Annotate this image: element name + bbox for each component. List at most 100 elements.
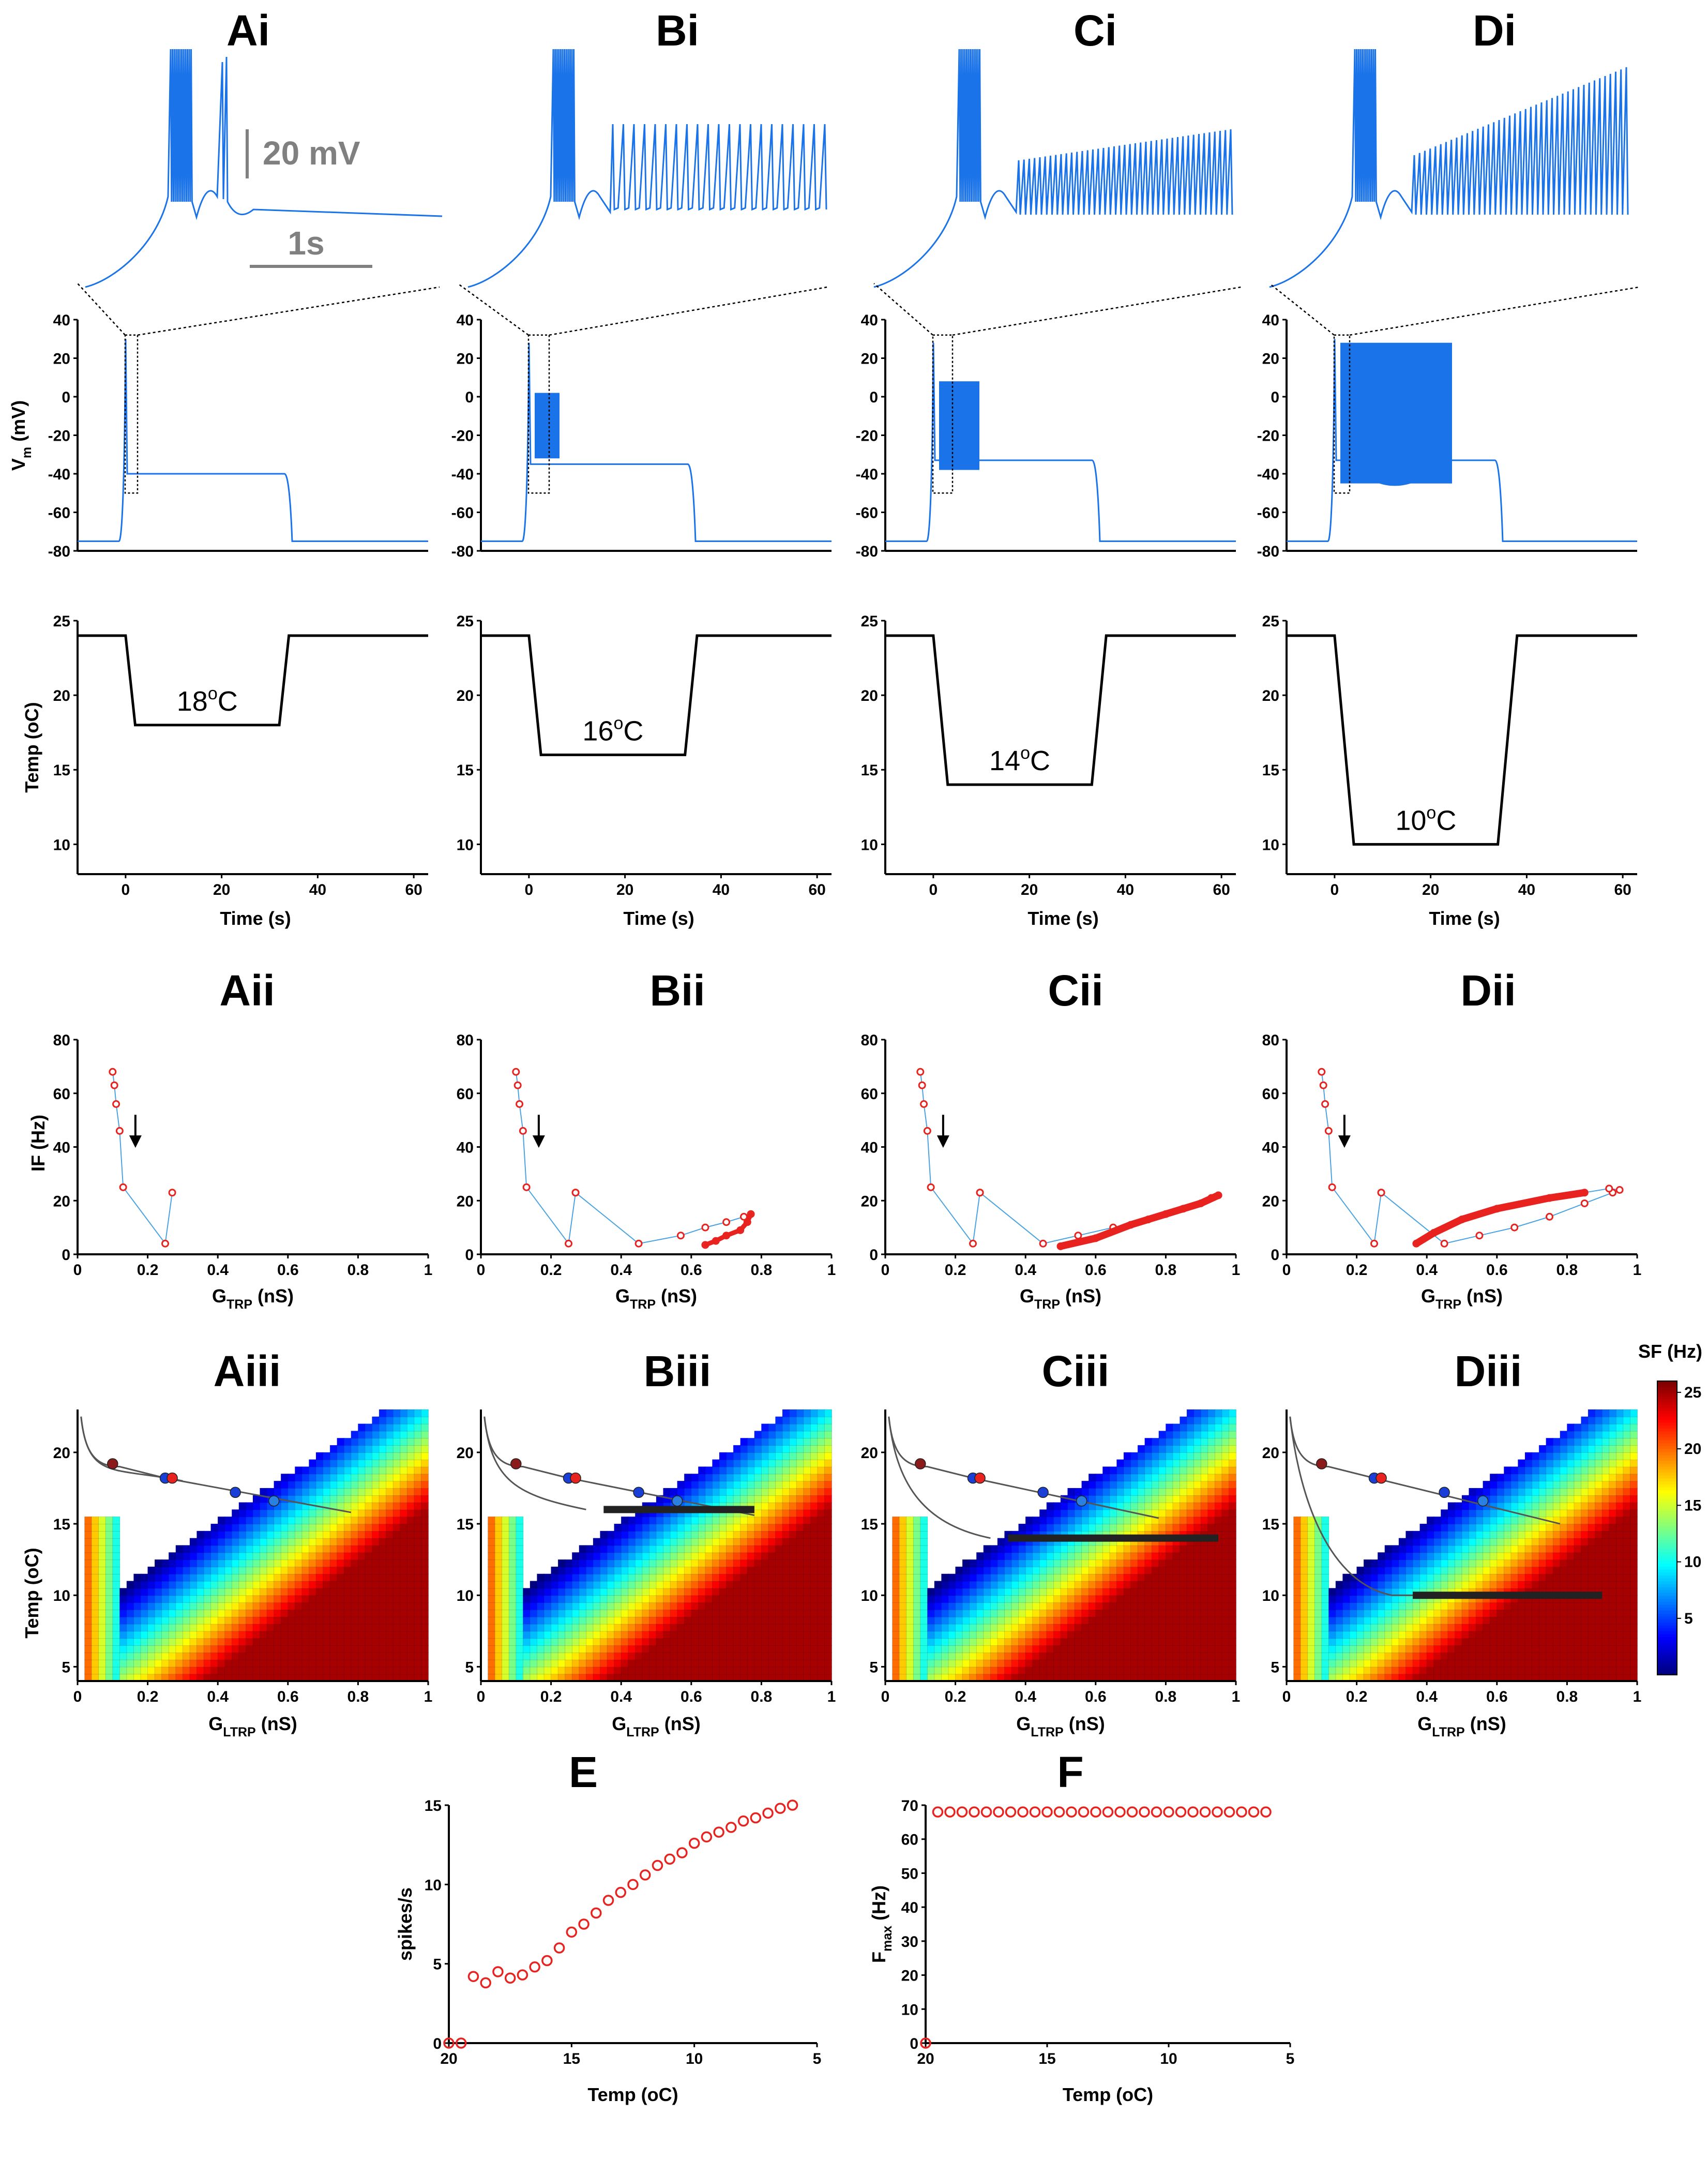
heatmap-cell (586, 1666, 594, 1675)
heatmap-cell (1032, 1666, 1040, 1675)
heatmap-cell (754, 1445, 762, 1453)
heatmap-cell (817, 1616, 825, 1625)
heatmap-cell (315, 1488, 324, 1496)
heatmap-cell (189, 1587, 198, 1596)
heatmap-cell (1328, 1652, 1336, 1660)
heatmap-cell (691, 1516, 699, 1525)
heatmap-cell (1412, 1581, 1420, 1589)
heatmap-cell (1229, 1659, 1236, 1668)
heatmap-cell (1193, 1659, 1202, 1668)
heatmap-cell (1018, 1545, 1026, 1553)
heatmap-cell (1229, 1452, 1236, 1460)
heatmap-cell (677, 1659, 685, 1668)
heatmap-cell (1221, 1509, 1230, 1518)
heatmap-cell (1221, 1538, 1230, 1546)
heatmap-cell (1081, 1480, 1090, 1489)
heatmap-cell (1180, 1552, 1188, 1561)
heatmap-cell (400, 1587, 408, 1596)
heatmap-cell (712, 1616, 720, 1625)
heatmap-cell (406, 1466, 415, 1475)
heatmap-cell (1455, 1581, 1462, 1589)
heatmap-cell (502, 1659, 510, 1668)
heatmap-cell (824, 1516, 832, 1525)
temp-B-xtick-label: 0 (525, 881, 534, 898)
heatmap-cell (414, 1566, 422, 1574)
heatmap-cell (537, 1666, 545, 1675)
heatmap-cell (1186, 1595, 1195, 1603)
heatmap-cell (197, 1666, 205, 1675)
heatmap-cell (189, 1602, 198, 1610)
heatmap-cell (775, 1630, 783, 1639)
heatmap-cell (309, 1480, 317, 1489)
heatmap-cell (969, 1587, 977, 1596)
heatmap-cell (621, 1609, 629, 1617)
heatmap-cell (789, 1416, 797, 1424)
heatmap-cell (1440, 1566, 1448, 1574)
heatmap-cell (1053, 1595, 1061, 1603)
heatmap-cell (315, 1523, 324, 1532)
heatmap-cell (621, 1616, 629, 1625)
heatmap-cell (1335, 1609, 1343, 1617)
heatmap-cell (726, 1523, 734, 1532)
heatmap-cell (1293, 1666, 1302, 1675)
heatmap-cell (810, 1459, 818, 1467)
hm-xlabel-B: GLTRP (nS) (612, 1713, 700, 1739)
heatmap-cell (579, 1552, 587, 1561)
heatmap-cell (551, 1566, 559, 1574)
heatmap-cell (740, 1602, 748, 1610)
temp-A-xtick-label: 40 (309, 881, 326, 898)
heatmap-cell (372, 1624, 380, 1632)
heatmap-cell (1172, 1488, 1181, 1496)
heatmap-cell (705, 1595, 713, 1603)
heatmap-cell (1193, 1602, 1202, 1610)
heatmap-cell (775, 1523, 783, 1532)
heatmap-cell (941, 1581, 949, 1589)
heatmap-cell (920, 1523, 928, 1532)
vm-B-ytick-label: -20 (451, 428, 474, 445)
heatmap-cell (301, 1552, 310, 1561)
heatmap-cell (1455, 1602, 1462, 1610)
heatmap-cell (502, 1602, 510, 1610)
heatmap-cell (406, 1595, 415, 1603)
heatmap-cell (488, 1595, 496, 1603)
heatmap-cell (565, 1573, 573, 1582)
heatmap-cell (789, 1466, 797, 1475)
heatmap-cell (315, 1552, 324, 1561)
heatmap-cell (1391, 1602, 1399, 1610)
heatmap-cell (705, 1480, 713, 1489)
heatmap-cell (329, 1616, 338, 1625)
heatmap-cell (280, 1602, 289, 1610)
heatmap-cell (1186, 1638, 1195, 1646)
heatmap-cell (1461, 1531, 1470, 1539)
heatmap-cell (1293, 1581, 1302, 1589)
heatmap-cell (168, 1573, 176, 1582)
heatmap-cell (1025, 1652, 1033, 1660)
heatmap-cell (670, 1616, 678, 1625)
heatmap-cell (684, 1480, 692, 1489)
heatmap-cell (1081, 1609, 1090, 1617)
heatmap-cell (677, 1573, 685, 1582)
heatmap-cell (1137, 1638, 1145, 1646)
heatmap-cell (614, 1538, 622, 1546)
heatmap-cell (899, 1616, 907, 1625)
heatmap-cell (698, 1495, 706, 1503)
heatmap-cell (1342, 1645, 1351, 1653)
heatmap-cell (948, 1581, 956, 1589)
heatmap-cell (379, 1581, 387, 1589)
heatmap-cell (1011, 1581, 1019, 1589)
heatmap-cell (530, 1595, 538, 1603)
heatmap-cell (260, 1630, 268, 1639)
heatmap-cell (91, 1566, 99, 1574)
heatmap-cell (677, 1587, 685, 1596)
heatmap-cell (684, 1581, 692, 1589)
heatmap-cell (1046, 1502, 1054, 1510)
heatmap-cell (1180, 1616, 1188, 1625)
heatmap-cell (1004, 1581, 1012, 1589)
heatmap-cell (551, 1645, 559, 1653)
heatmap-cell (288, 1523, 296, 1532)
heatmap-cell (712, 1638, 720, 1646)
heatmap-cell (990, 1587, 998, 1596)
heatmap-cell (670, 1659, 678, 1668)
heatmap-cell (1221, 1445, 1230, 1453)
heatmap-cell (740, 1659, 748, 1668)
